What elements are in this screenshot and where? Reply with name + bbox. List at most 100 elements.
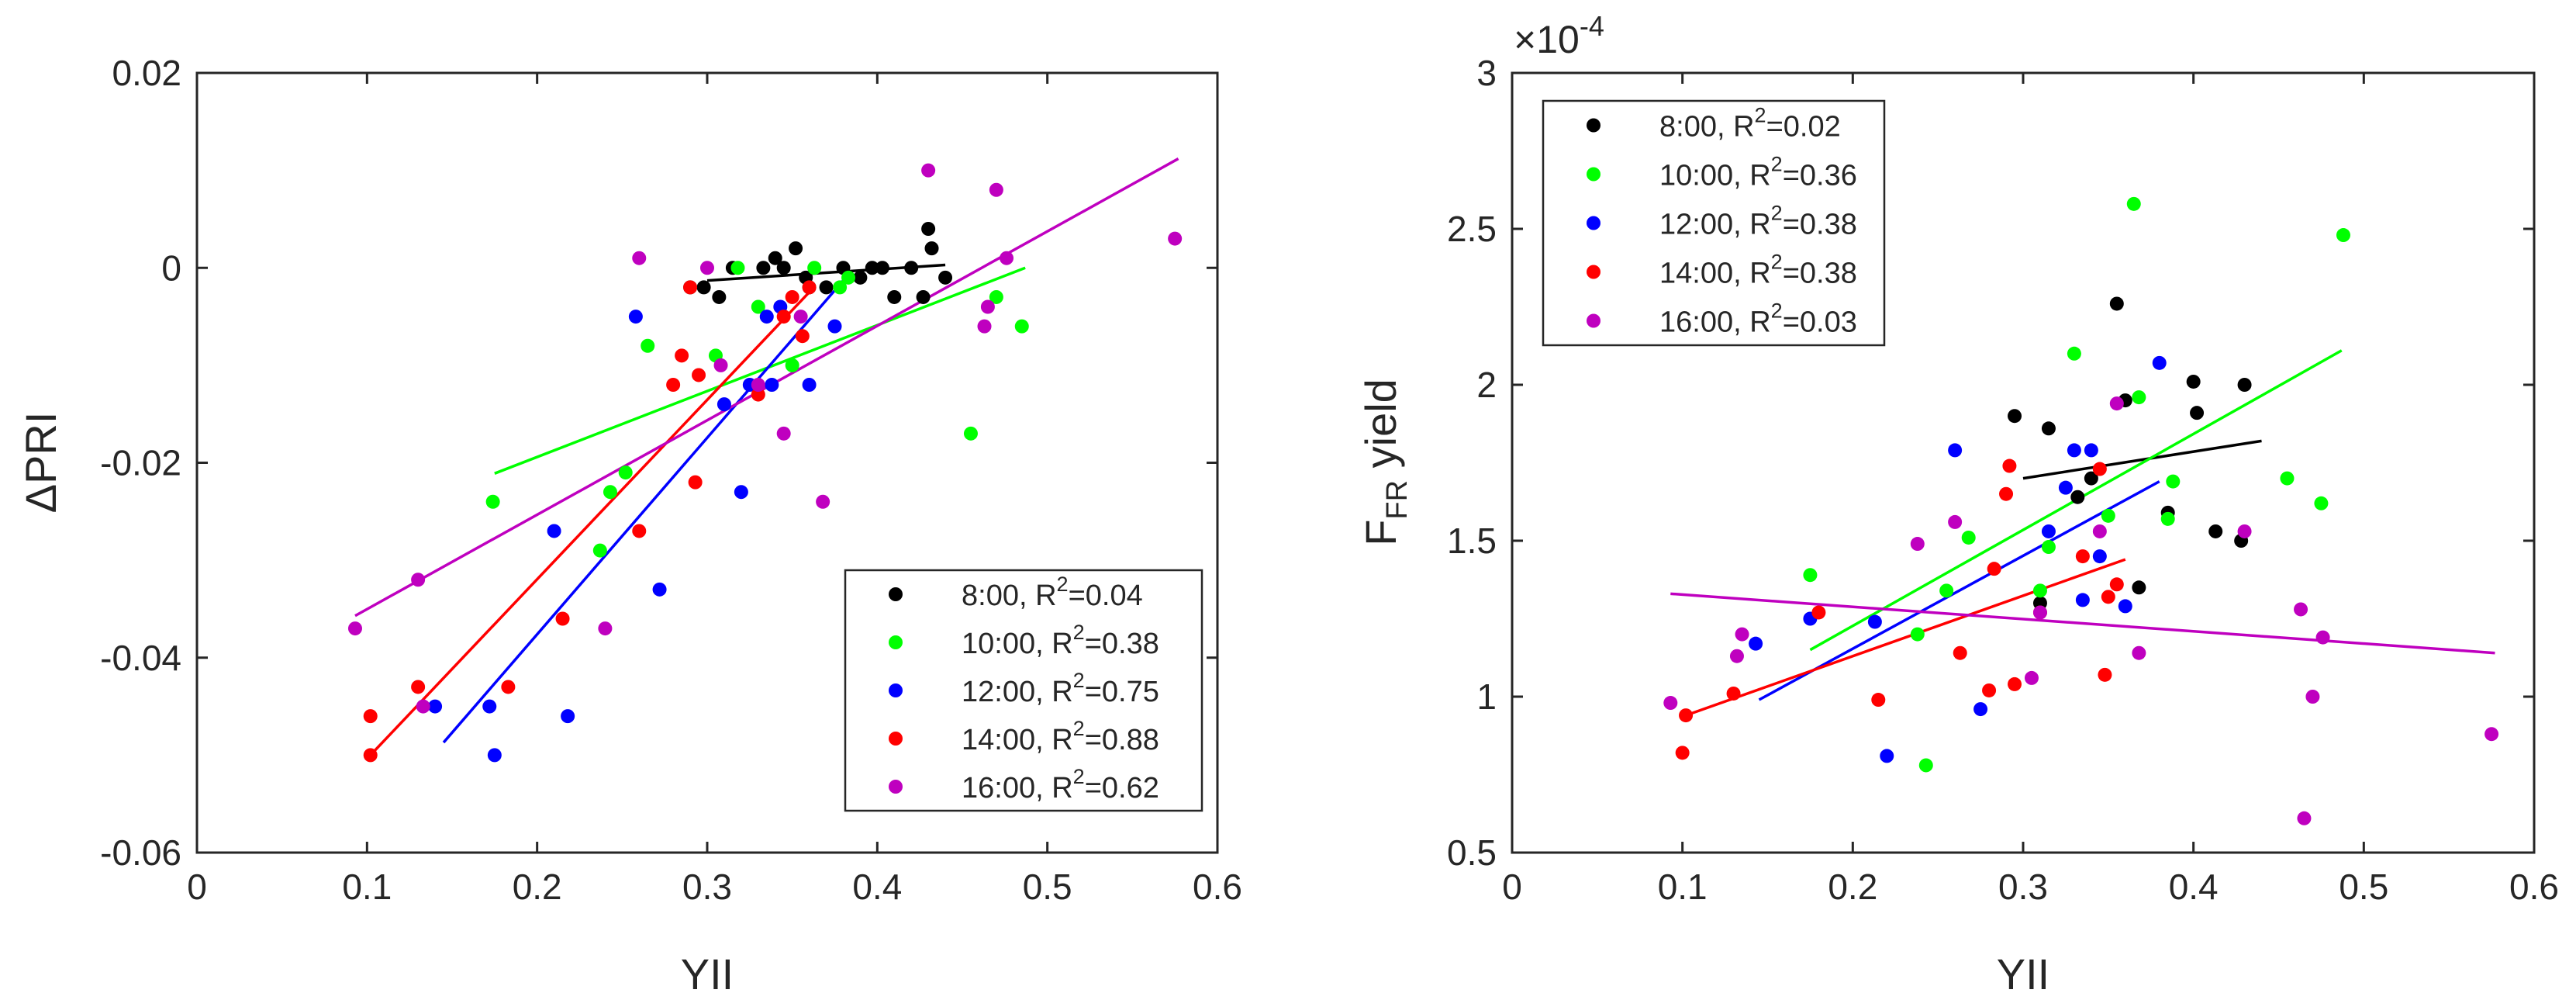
left-x-tick-label: 0.6 [1193,867,1242,907]
right-point-1400 [2002,458,2017,473]
right-legend-marker [1587,216,1601,230]
right-point-1400 [2098,667,2112,682]
left-point-1000 [730,261,745,275]
left-legend-entry: 12:00, R2=0.75 [962,669,1159,708]
right-point-1200 [1880,749,1894,763]
right-point-1200 [1948,443,1963,458]
right-point-800 [2109,296,2124,311]
left-point-1000 [785,358,799,372]
right-point-1400 [2101,590,2115,604]
right-point-1000 [1803,568,1818,583]
left-x-tick-label: 0.1 [342,867,392,907]
right-point-1600 [1910,537,1925,552]
left-point-1400 [675,348,689,363]
left-point-1600 [416,699,430,714]
left-point-1400 [802,280,817,295]
right-point-1200 [2152,355,2167,370]
left-point-800 [924,241,939,256]
right-point-1600 [2305,690,2320,704]
right-point-800 [2070,490,2085,504]
left-legend: 8:00, R2=0.04 10:00, R2=0.38 12:00, R2=0.7… [844,569,1203,812]
right-point-1200 [1973,702,1988,717]
right-fit-line-1400 [1685,558,2126,717]
left-point-1600 [347,621,362,636]
right-y-tick-label: 0.5 [1447,832,1497,873]
right-point-1400 [1999,486,2014,501]
right-y-tick-label: 2 [1476,365,1497,405]
right-point-1600 [2132,645,2146,660]
right-y-tick-label: 1 [1476,676,1497,717]
right-point-1400 [1953,645,1967,660]
right-fit-line-1200 [1758,480,2160,701]
left-point-1000 [603,485,617,500]
left-point-800 [887,289,902,304]
left-point-1600 [1168,231,1183,246]
left-x-tick-label: 0.2 [513,867,562,907]
right-x-tick-label: 0.6 [2509,867,2559,907]
right-point-1000 [2132,390,2146,405]
right-chart-panel: 0 0.1 0.2 0.3 0.4 0.5 0.6 0.5 1 1.5 2 2.5 3 YII FFR … [1356,10,2559,998]
left-legend-entry: 14:00, R2=0.88 [962,717,1159,756]
right-x-axis-label: YII [1997,950,2049,998]
right-point-1200 [2084,443,2098,458]
left-legend-entry: 8:00, R2=0.04 [962,573,1143,612]
right-legend-entry: 16:00, R2=0.03 [1659,299,1857,339]
left-legend-marker [889,780,903,794]
left-point-1600 [989,182,1003,197]
left-point-800 [819,280,834,295]
left-fit-line-1200 [442,279,844,744]
left-point-800 [875,261,889,275]
right-data-points [1663,196,2499,825]
left-point-800 [904,261,919,275]
right-point-1600 [2109,396,2124,411]
right-legend-marker [1587,265,1601,279]
right-point-1400 [2092,462,2107,476]
left-point-800 [921,222,936,236]
left-y-tick-label: 0.02 [112,53,181,93]
right-point-1600 [2024,670,2039,685]
right-fit-line-800 [2022,439,2262,480]
left-point-1400 [785,289,799,304]
left-y-tick-label: 0 [161,247,181,288]
right-point-1400 [1675,746,1690,760]
right-point-1000 [2101,508,2115,523]
left-point-1200 [547,524,561,538]
left-point-1600 [980,299,995,314]
left-point-1600 [598,621,613,636]
left-chart-panel: 0 0.1 0.2 0.3 0.4 0.5 0.6-0.06-0.04-0.0200.02 … [16,53,1242,998]
left-point-1200 [428,699,443,714]
left-point-1000 [641,338,655,353]
left-legend-box [844,569,1203,812]
right-y-axis-label-main: F [1356,520,1405,546]
left-point-800 [916,289,931,304]
right-point-1600 [2237,524,2252,538]
left-x-tick-label: 0.4 [852,867,902,907]
right-point-1400 [1982,683,1997,697]
right-point-1600 [2297,811,2312,825]
right-x-tick-label: 0 [1502,867,1522,907]
right-legend-entry: 10:00, R2=0.36 [1659,153,1857,192]
right-legend-entry: 12:00, R2=0.38 [1659,202,1857,241]
left-data-points [347,163,1183,763]
left-point-1600 [1000,251,1014,265]
left-legend-marker [889,587,903,601]
right-point-1200 [2041,524,2056,538]
left-point-800 [865,261,879,275]
right-point-1000 [2041,540,2056,555]
right-point-1200 [2075,593,2090,607]
right-point-800 [2237,378,2252,392]
right-axis-exponent-base: ×10 [1514,18,1580,61]
left-point-1400 [363,709,378,724]
left-point-1400 [688,475,703,490]
left-point-1200 [827,319,842,334]
left-point-1000 [807,261,822,275]
right-point-1400 [1679,708,1694,723]
left-point-1000 [592,543,607,558]
right-point-1000 [2336,228,2350,243]
right-point-800 [2186,374,2201,389]
left-point-1600 [816,494,830,509]
right-point-1400 [1987,562,2001,576]
left-point-1000 [841,270,856,285]
right-x-tick-label: 0.2 [1828,867,1877,907]
left-y-tick-label: -0.04 [100,638,181,678]
